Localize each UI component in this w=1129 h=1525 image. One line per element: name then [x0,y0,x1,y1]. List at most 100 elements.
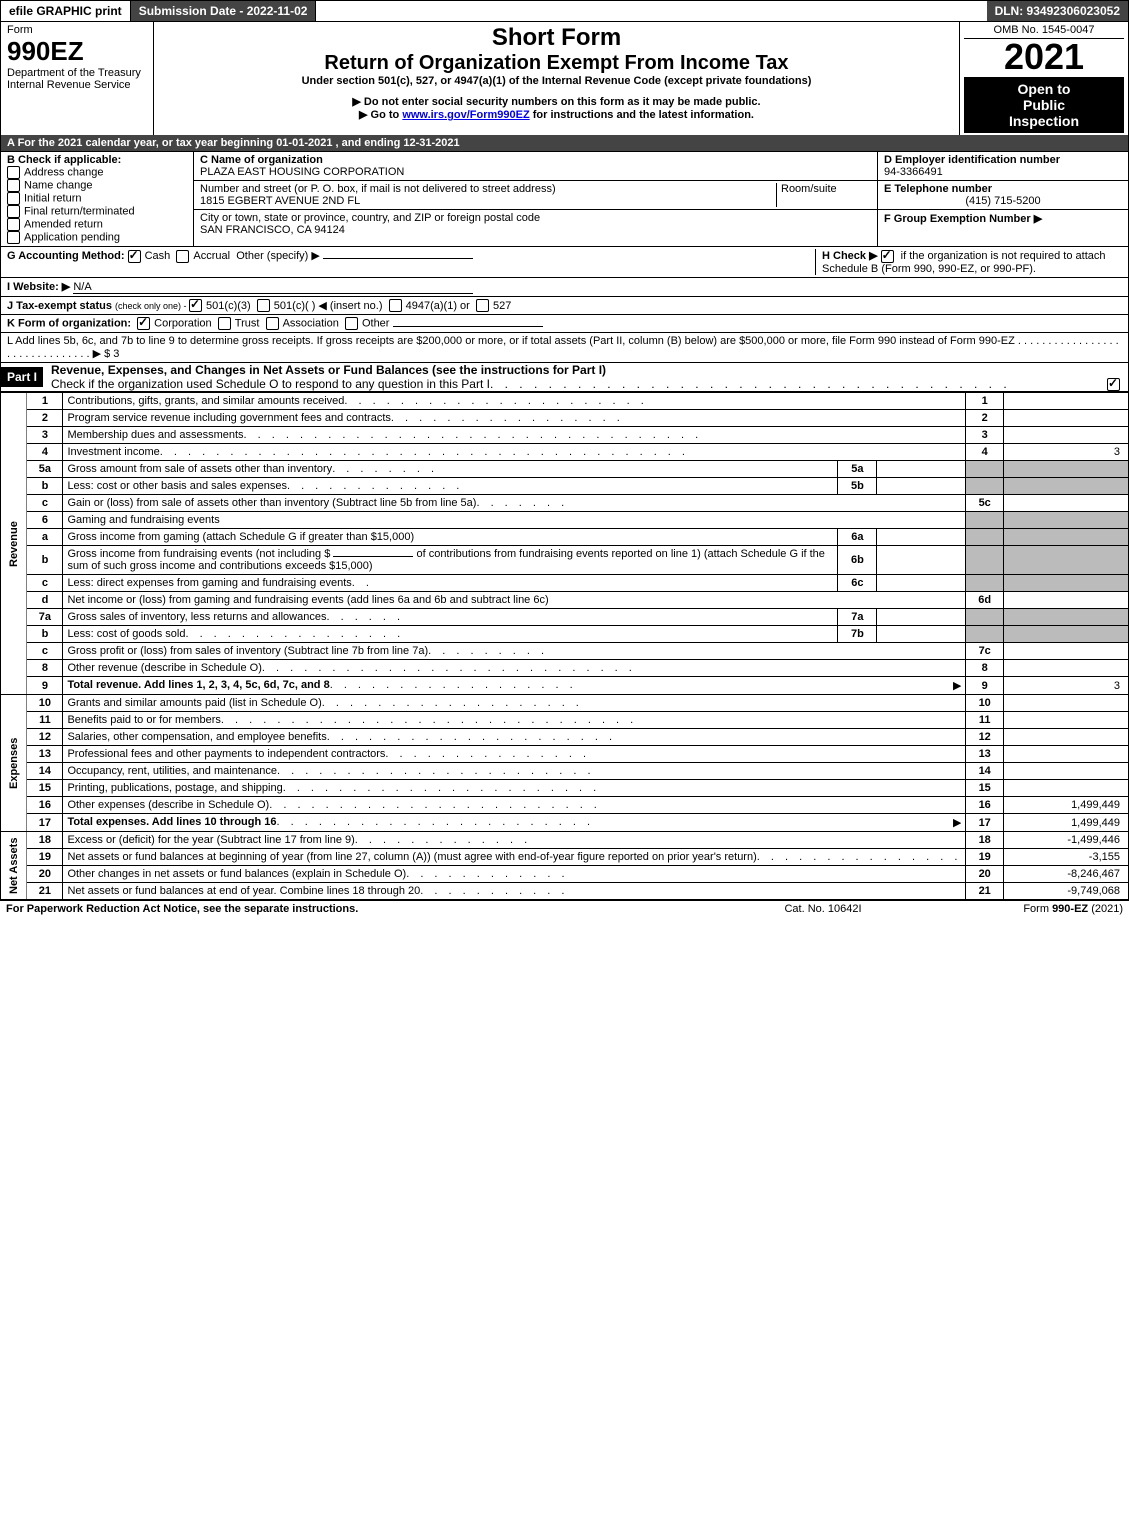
chk-corporation[interactable] [137,317,150,330]
j-o2: 501(c)( ) ◀ (insert no.) [274,300,383,312]
l6d-v [1003,592,1128,609]
line-5b: b Less: cost or other basis and sales ex… [1,478,1129,495]
side-expenses: Expenses [1,695,27,832]
chk-4947[interactable] [389,299,402,312]
l6a-sub: 6a [838,529,877,546]
efile-label[interactable]: efile GRAPHIC print [1,1,131,21]
chk-trust[interactable] [218,317,231,330]
chk-application-pending[interactable]: Application pending [7,231,187,244]
chk-name-change[interactable]: Name change [7,179,187,192]
l13-v [1003,746,1128,763]
l20-num: 20 [966,866,1004,883]
chk-527[interactable] [476,299,489,312]
l21-num: 21 [966,883,1004,900]
line-18: Net Assets 18 Excess or (deficit) for th… [1,832,1129,849]
sub3-post: for instructions and the latest informat… [533,109,754,121]
line-7a: 7a Gross sales of inventory, less return… [1,609,1129,626]
ein-value: 94-3366491 [884,166,943,178]
chk-other-org[interactable] [345,317,358,330]
row-l: L Add lines 5b, 6c, and 7b to line 9 to … [0,333,1129,363]
l16-d: Other expenses (describe in Schedule O) [67,799,269,811]
col-b-title: B Check if applicable: [7,154,187,166]
tax-year: 2021 [964,39,1124,75]
chk-address-change[interactable]: Address change [7,166,187,179]
chk-name-change-label: Name change [24,179,93,191]
l17-v: 1,499,449 [1003,814,1128,832]
side-netassets: Net Assets [1,832,27,900]
line-8: 8 Other revenue (describe in Schedule O)… [1,660,1129,677]
chk-h[interactable] [881,250,894,263]
chk-accrual[interactable] [176,250,189,263]
l6b-grey [966,546,1004,575]
footer-right-post: (2021) [1091,903,1123,915]
row-k: K Form of organization: Corporation Trus… [0,315,1129,333]
l7c-n: c [27,643,63,660]
l6c-n: c [27,575,63,592]
row-h: H Check ▶ if the organization is not req… [815,249,1122,275]
part1-label: Part I [1,367,43,387]
l5a-sub: 5a [838,461,877,478]
chk-initial-return[interactable]: Initial return [7,192,187,205]
chk-501c3[interactable] [189,299,202,312]
e-block: E Telephone number (415) 715-5200 [878,181,1128,210]
line-1: Revenue 1 Contributions, gifts, grants, … [1,393,1129,410]
footer-left: For Paperwork Reduction Act Notice, see … [6,903,723,915]
l15-v [1003,780,1128,797]
subtitle-3: ▶ Go to www.irs.gov/Form990EZ for instru… [162,108,951,121]
chk-cash[interactable] [128,250,141,263]
l3-d: Membership dues and assessments [67,429,243,441]
l21-n: 21 [27,883,63,900]
chk-association[interactable] [266,317,279,330]
l7a-d: Gross sales of inventory, less returns a… [67,611,326,623]
c-name-label: C Name of organization [200,154,323,166]
l6a-d: Gross income from gaming (attach Schedul… [63,529,838,546]
l5a-n: 5a [27,461,63,478]
c-street-block: Number and street (or P. O. box, if mail… [194,181,877,210]
topbar: efile GRAPHIC print Submission Date - 20… [0,0,1129,22]
l7c-d: Gross profit or (loss) from sales of inv… [67,645,428,657]
form-header: Form 990EZ Department of the Treasury In… [0,22,1129,135]
l3-v [1003,427,1128,444]
l5a-grey [966,461,1004,478]
col-def: D Employer identification number 94-3366… [878,152,1128,246]
l7b-greyv [1003,626,1128,643]
l7a-n: 7a [27,609,63,626]
header-left: Form 990EZ Department of the Treasury In… [1,22,154,135]
line-5c: c Gain or (loss) from sale of assets oth… [1,495,1129,512]
l18-d: Excess or (deficit) for the year (Subtra… [67,834,354,846]
j-o4: 527 [493,300,511,312]
g-other-blank[interactable] [323,258,473,259]
line-6c: c Less: direct expenses from gaming and … [1,575,1129,592]
l12-num: 12 [966,729,1004,746]
l20-d: Other changes in net assets or fund bala… [67,868,406,880]
l6a-grey [966,529,1004,546]
j-hint: (check only one) - [115,301,189,311]
irs-link[interactable]: www.irs.gov/Form990EZ [402,109,529,121]
l7c-num: 7c [966,643,1004,660]
l10-n: 10 [27,695,63,712]
j-o1: 501(c)(3) [206,300,251,312]
l6b-blank[interactable] [333,556,413,557]
l1-v [1003,393,1128,410]
k-other-blank[interactable] [393,326,543,327]
l6d-num: 6d [966,592,1004,609]
l6-greyv [1003,512,1128,529]
footer-right-form: 990-EZ [1052,903,1088,915]
chk-amended-return[interactable]: Amended return [7,218,187,231]
l7b-n: b [27,626,63,643]
line-2: 2 Program service revenue including gove… [1,410,1129,427]
l18-n: 18 [27,832,63,849]
chk-501c[interactable] [257,299,270,312]
chk-final-return[interactable]: Final return/terminated [7,205,187,218]
dept-label: Department of the Treasury [7,67,147,79]
chk-schedule-o[interactable] [1107,378,1120,391]
l7a-grey [966,609,1004,626]
l6a-greyv [1003,529,1128,546]
l15-num: 15 [966,780,1004,797]
footer-center: Cat. No. 10642I [723,903,923,915]
l5a-subval [877,461,966,478]
l9-arrow: ▶ [953,679,961,692]
l6c-greyv [1003,575,1128,592]
line-16: 16 Other expenses (describe in Schedule … [1,797,1129,814]
line-12: 12 Salaries, other compensation, and emp… [1,729,1129,746]
